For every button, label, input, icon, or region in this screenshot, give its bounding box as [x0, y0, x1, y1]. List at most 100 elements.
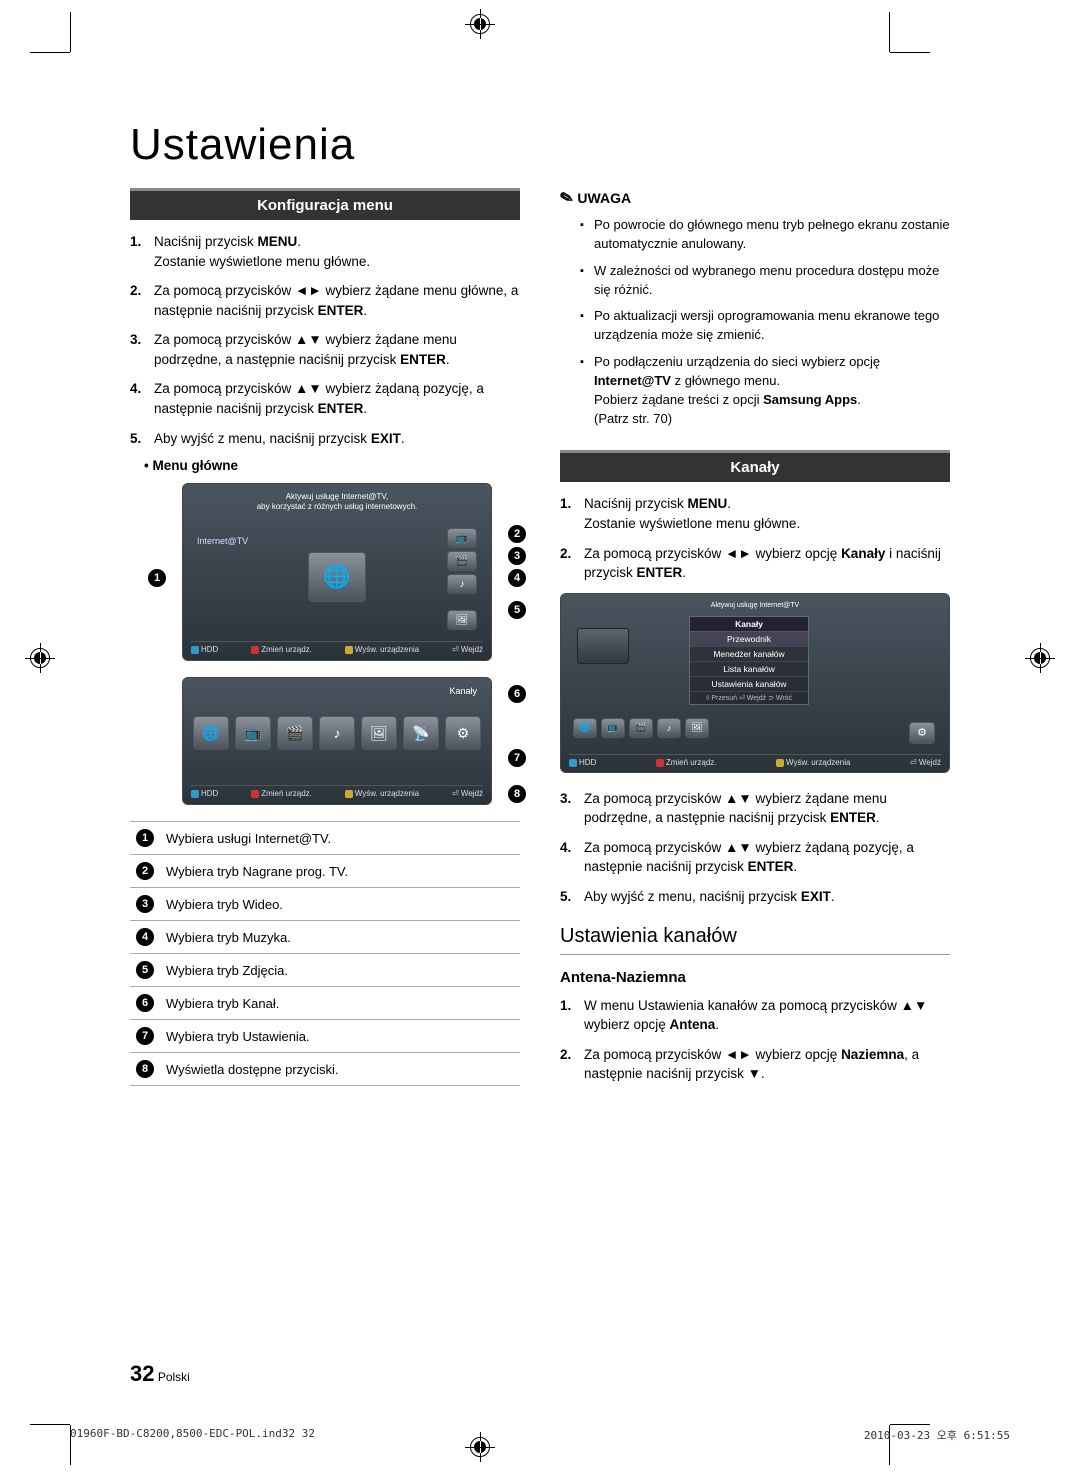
- step-3: Za pomocą przycisków ▲▼ wybierz żądane m…: [130, 330, 520, 369]
- icon-rec-tv: 📺: [447, 528, 477, 548]
- divider: [560, 954, 950, 955]
- antenna-steps: W menu Ustawienia kanałów za pomocą przy…: [560, 996, 950, 1084]
- step-2: Za pomocą przycisków ◄► wybierz żądane m…: [130, 281, 520, 320]
- icon-tile: 🎬: [277, 716, 313, 750]
- config-steps: Naciśnij przycisk MENU. Zostanie wyświet…: [130, 232, 520, 448]
- screenshot-channel-menu: Aktywuj usługę Internet@TV Kanały Przewo…: [560, 593, 950, 773]
- channels-steps: Naciśnij przycisk MENU. Zostanie wyświet…: [560, 494, 950, 582]
- sc1-hdd: HDD: [191, 645, 218, 654]
- crop-mark: [30, 1424, 70, 1425]
- sc3-a: Zmień urządz.: [656, 758, 717, 767]
- page-number: 32: [130, 1361, 154, 1386]
- callout-8: 8: [508, 785, 526, 803]
- subsection-title: Ustawienia kanałów: [560, 925, 950, 948]
- legend-table: 1Wybiera usługi Internet@TV. 2Wybiera tr…: [130, 821, 520, 1086]
- sc2-a: Zmień urządz.: [251, 789, 312, 798]
- legend-row: Wybiera tryb Nagrane prog. TV.: [160, 855, 520, 888]
- callout-5: 5: [508, 601, 526, 619]
- note-list: Po powrocie do głównego menu tryb pełneg…: [560, 216, 950, 428]
- icon-tile: 📺: [235, 716, 271, 750]
- registration-target: [470, 14, 490, 34]
- note-icon: ✎: [558, 187, 576, 210]
- legend-num-5: 5: [136, 961, 154, 979]
- sc1-tag: Internet@TV: [197, 536, 248, 546]
- callout-4: 4: [508, 569, 526, 587]
- note-item: Po podłączeniu urządzenia do sieci wybie…: [580, 353, 950, 428]
- note-item: Po aktualizacji wersji oprogramowania me…: [580, 307, 950, 345]
- callout-1: 1: [148, 569, 166, 587]
- channels-steps-cont: Za pomocą przycisków ▲▼ wybierz żądane m…: [560, 789, 950, 907]
- step-1: Naciśnij przycisk MENU. Zostanie wyświet…: [560, 494, 950, 533]
- legend-num-8: 8: [136, 1060, 154, 1078]
- page-content: Ustawienia Konfiguracja menu Naciśnij pr…: [0, 0, 1080, 1154]
- sc2-d: Wyśw. urządzenia: [345, 789, 419, 798]
- channel-menubox: Kanały Przewodnik Menedżer kanałów Lista…: [689, 616, 809, 705]
- icon-photo: 🖼: [447, 610, 477, 630]
- screenshot-channels: Kanały 🌐 📺 🎬 ♪ 🖼 📡 ⚙ HDD Zmień urządz. W…: [182, 677, 492, 805]
- menu-hint: ◊ Przesuń ⏎ Wejdź ⊃ Wróć: [690, 692, 808, 704]
- screenshot-main-menu: Aktywuj usługę Internet@TV, aby korzysta…: [182, 483, 492, 661]
- icon-tile: ⚙: [445, 716, 481, 750]
- callout-6: 6: [508, 685, 526, 703]
- sc2-title: Kanały: [191, 686, 483, 696]
- page-footer: 32 Polski: [130, 1361, 190, 1387]
- legend-row: Wybiera usługi Internet@TV.: [160, 822, 520, 855]
- icon-music: ♪: [447, 574, 477, 594]
- icon-tile: 📡: [403, 716, 439, 750]
- icon-tile: 🎬: [629, 718, 653, 738]
- note-item: W zależności od wybranego menu procedura…: [580, 262, 950, 300]
- crop-mark: [30, 52, 70, 53]
- step-4: Za pomocą przycisków ▲▼ wybierz żądaną p…: [560, 838, 950, 877]
- icon-tile: ♪: [319, 716, 355, 750]
- note-heading: ✎UWAGA: [560, 188, 950, 208]
- section-header-config: Konfiguracja menu: [130, 188, 520, 220]
- callout-2: 2: [508, 525, 526, 543]
- legend-row: Wybiera tryb Zdjęcia.: [160, 954, 520, 987]
- sc1-d: Wyśw. urządzenia: [345, 645, 419, 654]
- legend-row: Wyświetla dostępne przyciski.: [160, 1053, 520, 1086]
- icon-tile: 🌐: [573, 718, 597, 738]
- screenshot-main-menu-wrap: Aktywuj usługę Internet@TV, aby korzysta…: [154, 483, 520, 661]
- crop-mark: [70, 12, 71, 52]
- step-5: Aby wyjść z menu, naciśnij przycisk EXIT…: [560, 887, 950, 907]
- step-1: Naciśnij przycisk MENU. Zostanie wyświet…: [130, 232, 520, 271]
- icon-tile: 🖼: [685, 718, 709, 738]
- note-item: Po powrocie do głównego menu tryb pełneg…: [580, 216, 950, 254]
- legend-num-7: 7: [136, 1027, 154, 1045]
- registration-target: [30, 648, 50, 668]
- left-column: Konfiguracja menu Naciśnij przycisk MENU…: [130, 188, 520, 1094]
- menu-item: Lista kanałów: [690, 662, 808, 677]
- legend-row: Wybiera tryb Muzyka.: [160, 921, 520, 954]
- sc3-banner: Aktywuj usługę Internet@TV: [569, 602, 941, 610]
- icon-settings: ⚙: [909, 722, 935, 744]
- sc3-d: Wyśw. urządzenia: [776, 758, 850, 767]
- step-2: Za pomocą przycisków ◄► wybierz opcję Na…: [560, 1045, 950, 1084]
- screenshot-channels-wrap: Kanały 🌐 📺 🎬 ♪ 🖼 📡 ⚙ HDD Zmień urządz. W…: [154, 677, 520, 805]
- right-column: ✎UWAGA Po powrocie do głównego menu tryb…: [560, 188, 950, 1094]
- step-1: W menu Ustawienia kanałów za pomocą przy…: [560, 996, 950, 1035]
- menu-item: Menedżer kanałów: [690, 647, 808, 662]
- tv-thumb-icon: [577, 628, 629, 664]
- page-title: Ustawienia: [130, 120, 950, 170]
- screenshot-channel-menu-wrap: Aktywuj usługę Internet@TV Kanały Przewo…: [560, 593, 950, 773]
- callout-3: 3: [508, 547, 526, 565]
- icon-video: 🎬: [447, 551, 477, 571]
- legend-num-1: 1: [136, 829, 154, 847]
- icon-tile: ♪: [657, 718, 681, 738]
- icon-tile: 📺: [601, 718, 625, 738]
- step-3: Za pomocą przycisków ▲▼ wybierz żądane m…: [560, 789, 950, 828]
- step-2: Za pomocą przycisków ◄► wybierz opcję Ka…: [560, 544, 950, 583]
- registration-target: [1030, 648, 1050, 668]
- legend-num-3: 3: [136, 895, 154, 913]
- menu-item: Przewodnik: [690, 632, 808, 647]
- legend-num-6: 6: [136, 994, 154, 1012]
- menu-item: Ustawienia kanałów: [690, 677, 808, 692]
- crop-mark: [890, 52, 930, 53]
- sc1-e: ⏎ Wejdź: [452, 645, 483, 654]
- sc3-hdd: HDD: [569, 758, 596, 767]
- legend-num-4: 4: [136, 928, 154, 946]
- icon-tile: 🌐: [193, 716, 229, 750]
- legend-row: Wybiera tryb Ustawienia.: [160, 1020, 520, 1053]
- menu-head: Kanały: [690, 617, 808, 632]
- callout-7: 7: [508, 749, 526, 767]
